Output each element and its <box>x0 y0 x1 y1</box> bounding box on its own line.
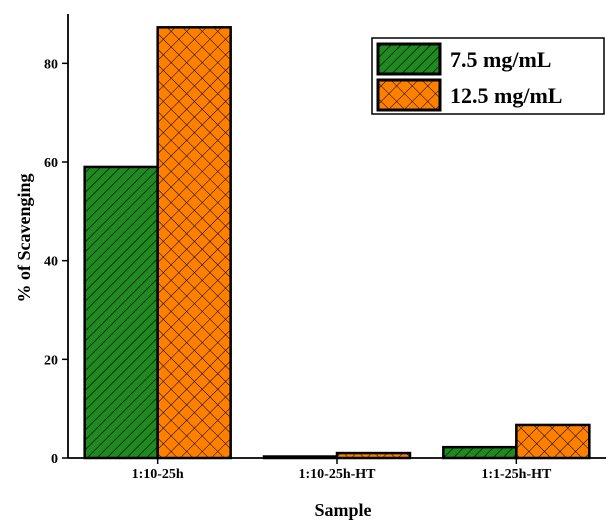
x-tick-label: 1:10-25h-HT <box>299 467 377 482</box>
y-tick-label: 80 <box>44 57 58 72</box>
bar-low-dose-1 <box>83 165 159 460</box>
legend-swatch-1 <box>376 42 442 76</box>
bar-high-dose-3 <box>515 423 591 460</box>
y-tick-label: 60 <box>44 156 58 171</box>
bar-low-dose-3 <box>442 445 518 460</box>
legend-label-1: 7.5 mg/mL <box>450 47 551 72</box>
bar-high-dose-1 <box>156 26 232 460</box>
legend-label-2: 12.5 mg/mL <box>450 83 562 108</box>
bars-group <box>83 26 591 460</box>
y-tick-label: 20 <box>44 353 58 368</box>
x-tick-label: 1:10-25h <box>132 467 184 482</box>
y-tick-label: 0 <box>51 452 58 467</box>
x-axis-title: Sample <box>314 500 371 520</box>
legend: 7.5 mg/mL 12.5 mg/mL <box>371 37 605 115</box>
axes-group: 1:10-25h 1:10-25h-HT 1:1-25h-HT 0 20 40 60 80 <box>44 14 606 482</box>
legend-swatch-2 <box>376 78 442 112</box>
x-tick-label: 1:1-25h-HT <box>481 467 552 482</box>
y-tick-label: 40 <box>44 255 58 270</box>
y-axis-title: % of Scavenging <box>14 173 34 302</box>
